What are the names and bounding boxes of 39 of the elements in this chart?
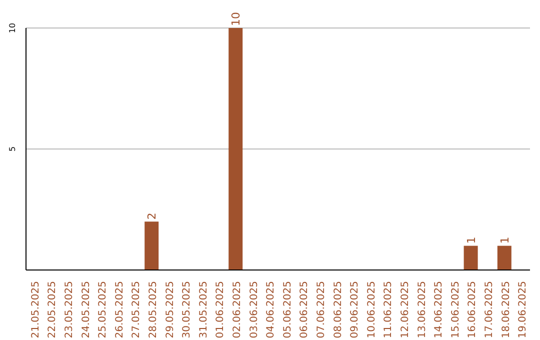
x-tick-label: 15.06.2025 — [450, 281, 462, 338]
x-tick-label: 21.05.2025 — [30, 281, 42, 338]
data-label: 1 — [464, 236, 478, 244]
data-label: 1 — [498, 236, 512, 244]
x-tick-label: 13.06.2025 — [416, 281, 428, 338]
x-tick-label: 10.06.2025 — [366, 281, 378, 338]
x-tick-label: 17.06.2025 — [484, 281, 495, 338]
x-tick-label: 08.06.2025 — [332, 281, 344, 338]
data-label: 2 — [146, 212, 159, 220]
bar — [464, 246, 478, 270]
x-tick-label: 06.06.2025 — [299, 281, 310, 338]
x-tick-label: 07.06.2025 — [316, 281, 327, 338]
x-tick-label: 12.06.2025 — [400, 281, 411, 338]
x-tick-label: 27.05.2025 — [131, 281, 142, 338]
bar — [497, 246, 512, 270]
bar — [228, 28, 243, 270]
x-tick-label: 31.05.2025 — [198, 281, 210, 338]
x-tick-label: 26.05.2025 — [114, 281, 126, 338]
x-tick-label: 19.06.2025 — [518, 281, 529, 338]
x-tick-label: 01.06.2025 — [215, 281, 226, 338]
x-tick-label: 24.05.2025 — [80, 281, 92, 338]
x-tick-label: 18.06.2025 — [500, 281, 512, 338]
x-tick-label: 14.06.2025 — [434, 281, 445, 338]
x-tick-label: 11.06.2025 — [383, 281, 394, 338]
x-tick-label: 09.06.2025 — [350, 281, 361, 338]
x-tick-label: 04.06.2025 — [266, 281, 277, 338]
bar — [144, 222, 159, 270]
x-tick-label: 03.06.2025 — [248, 281, 260, 338]
x-tick-label: 02.06.2025 — [232, 281, 243, 338]
y-tick-label: 5 — [8, 146, 17, 152]
x-tick-label: 05.06.2025 — [282, 281, 294, 338]
x-tick-label: 16.06.2025 — [467, 281, 478, 338]
x-tick-label: 22.05.2025 — [47, 281, 58, 338]
x-tick-label: 28.05.2025 — [148, 281, 159, 338]
data-label: 10 — [230, 12, 243, 26]
x-tick-label: 29.05.2025 — [164, 281, 176, 338]
x-tick-label: 30.05.2025 — [182, 281, 193, 338]
x-tick-label: 23.05.2025 — [64, 281, 75, 338]
x-tick-label: 25.05.2025 — [98, 281, 109, 338]
